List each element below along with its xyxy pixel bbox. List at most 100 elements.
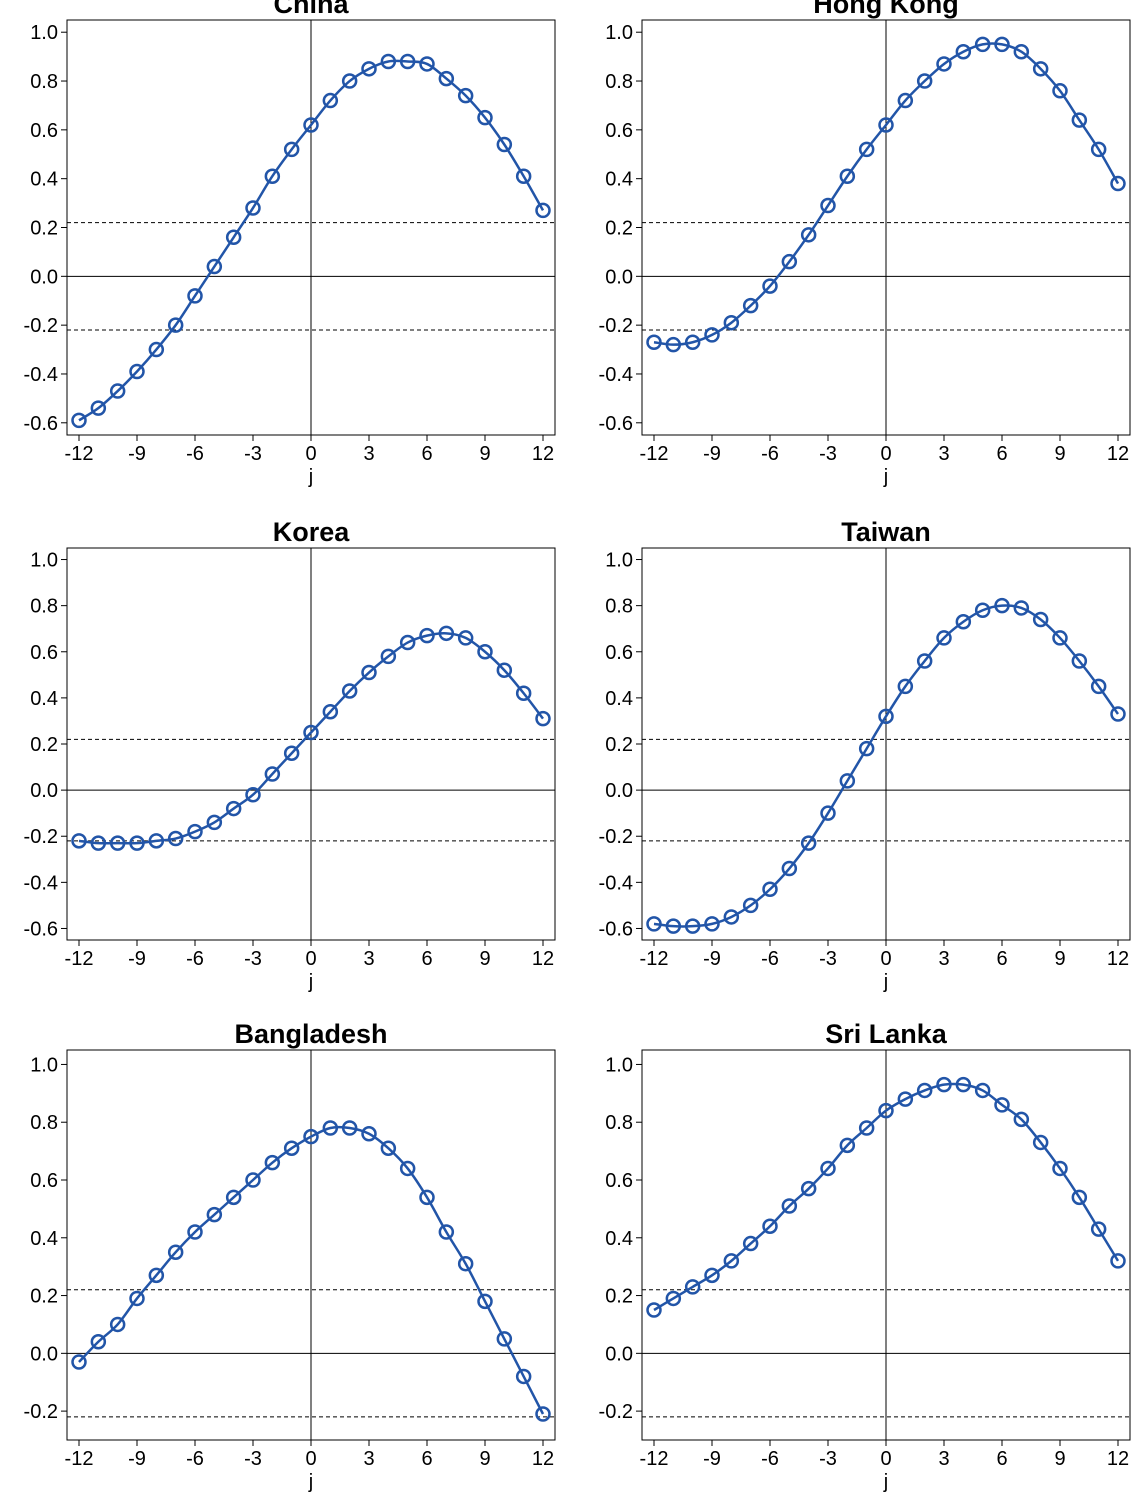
y-tick-label: 0.6	[605, 1170, 633, 1192]
x-tick-label: 12	[532, 1448, 554, 1470]
x-tick-label: 12	[1107, 1448, 1129, 1470]
y-tick-label: 0.4	[605, 688, 633, 710]
x-tick-label: 12	[1107, 443, 1129, 465]
data-point	[206, 814, 223, 831]
x-tick-label: -3	[819, 443, 837, 465]
data-point	[878, 1102, 894, 1119]
y-tick-label: 0.4	[605, 1228, 633, 1250]
data-point	[723, 1253, 740, 1269]
data-point	[399, 1160, 416, 1177]
data-point	[1090, 141, 1107, 158]
y-tick-label: -0.2	[24, 1401, 58, 1423]
data-point	[109, 383, 126, 399]
data-point	[646, 916, 662, 932]
y-tick-label: -0.6	[599, 413, 633, 435]
data-point	[206, 258, 223, 275]
data-point	[438, 1224, 455, 1240]
data-point	[167, 830, 184, 847]
data-point	[839, 168, 856, 184]
series-line	[78, 1125, 545, 1415]
data-point	[457, 87, 474, 104]
data-point	[109, 1316, 126, 1333]
x-axis-label: j	[308, 466, 313, 488]
y-tick-label: 0.6	[30, 120, 58, 142]
y-tick-label: 0.0	[605, 780, 633, 802]
chart-panel: Hong Kong1.00.80.60.40.20.0-0.2-0.4-0.6-…	[599, 0, 1131, 488]
data-point	[1071, 112, 1088, 128]
x-tick-label: 9	[479, 443, 490, 465]
data-point	[515, 685, 532, 702]
data-point	[723, 314, 740, 331]
data-point	[1052, 1160, 1068, 1177]
x-tick-label: 9	[479, 948, 490, 970]
y-tick-label: 0.6	[30, 1170, 58, 1192]
x-tick-label: 9	[479, 1448, 490, 1470]
y-tick-label: -0.2	[24, 315, 58, 337]
y-tick-label: 1.0	[30, 1054, 58, 1076]
data-point	[341, 1120, 358, 1136]
x-tick-label: 9	[1054, 443, 1065, 465]
chart-panel: China 1.0 0.8 0.6 0.4 0.2 0.0 -0.2 -0.4 -0.6 -12 -9…	[24, 0, 556, 488]
data-point	[781, 1198, 798, 1214]
y-tick-label: 0.8	[605, 71, 633, 93]
data-point	[148, 833, 165, 849]
x-tick-label: -12	[65, 443, 94, 465]
data-point	[303, 117, 319, 133]
data-point	[71, 1354, 87, 1370]
data-point	[206, 1206, 223, 1223]
x-tick-label: -6	[186, 1448, 204, 1470]
x-tick-label: -9	[703, 443, 721, 465]
data-point	[535, 1406, 551, 1422]
chart-panel: Bangladesh 1.0 0.8 0.6 0.4 0.2 0.0 -0.2 -12 -9 -6 -…	[24, 1019, 556, 1493]
data-point	[90, 400, 107, 416]
data-point	[955, 43, 972, 60]
x-tick-label: 0	[880, 1448, 891, 1470]
data-point	[187, 823, 203, 840]
x-axis-label: j	[883, 971, 888, 993]
data-point	[303, 724, 319, 741]
data-point	[974, 1082, 991, 1099]
data-point	[704, 916, 720, 932]
data-point	[704, 327, 720, 343]
x-tick-label: 0	[305, 948, 316, 970]
data-point	[665, 336, 682, 353]
y-tick-label: 0.0	[30, 780, 58, 802]
x-tick-label: -9	[128, 1448, 146, 1470]
data-point	[71, 412, 87, 429]
data-point	[936, 630, 952, 646]
data-point	[800, 227, 817, 243]
series-line	[653, 1082, 1120, 1312]
data-point	[515, 1368, 532, 1385]
x-tick-label: 6	[996, 948, 1007, 970]
x-tick-label: -6	[761, 1448, 779, 1470]
y-tick-label: 0.2	[605, 734, 633, 756]
y-tick-label: 0.4	[30, 688, 58, 710]
x-axis-label: j	[883, 1471, 888, 1493]
y-tick-label: -0.2	[599, 315, 633, 337]
y-tick-label: 0.2	[30, 218, 58, 240]
x-tick-label: 3	[938, 948, 949, 970]
x-tick-label: 12	[1107, 948, 1129, 970]
data-point	[264, 168, 281, 184]
data-point	[800, 835, 817, 851]
data-point	[245, 786, 261, 803]
chart-title: Hong Kong	[813, 0, 958, 19]
y-tick-label: 0.2	[30, 1286, 58, 1308]
data-point	[477, 1293, 493, 1310]
x-tick-label: 9	[1054, 1448, 1065, 1470]
data-point	[380, 1140, 397, 1156]
data-point	[762, 881, 778, 898]
data-point	[380, 53, 397, 70]
data-point	[994, 36, 1010, 53]
data-point	[820, 197, 836, 214]
data-point	[399, 634, 416, 651]
x-tick-label: 6	[421, 948, 432, 970]
data-point	[646, 1302, 662, 1318]
x-tick-label: 3	[363, 948, 374, 970]
series-line	[78, 59, 545, 422]
data-point	[684, 334, 701, 350]
x-tick-label: 6	[996, 443, 1007, 465]
data-point	[1090, 1221, 1107, 1237]
x-tick-label: -3	[819, 1448, 837, 1470]
x-tick-label: -9	[703, 1448, 721, 1470]
